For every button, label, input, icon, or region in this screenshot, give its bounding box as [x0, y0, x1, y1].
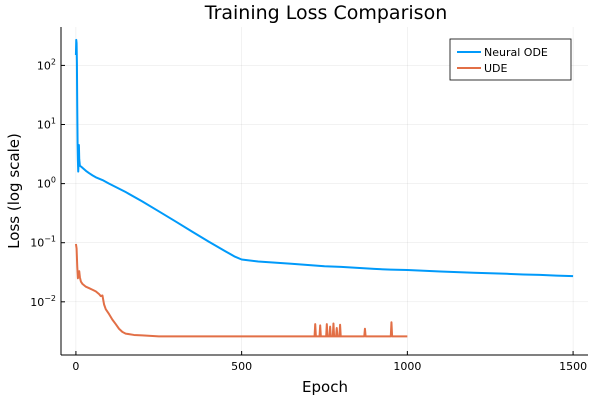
legend-label-neural-ode: Neural ODE — [484, 46, 548, 59]
ticks: 0 500 1000 1500 10−2 10−1 100 101 102 — [30, 57, 587, 373]
legend-label-ude: UDE — [484, 62, 508, 75]
y-axis-label: Loss (log scale) — [5, 133, 23, 249]
y-tick-label: 10−1 — [30, 235, 56, 250]
y-tick-label: 100 — [37, 176, 56, 191]
chart-title: Training Loss Comparison — [204, 2, 447, 24]
y-tick-label: 101 — [37, 117, 56, 132]
x-tick-label: 1500 — [559, 360, 587, 373]
series-line-ude — [74, 243, 408, 338]
x-tick-label: 500 — [231, 360, 252, 373]
axes — [60, 27, 588, 356]
legend: Neural ODE UDE — [449, 38, 572, 81]
y-tick-label: 102 — [37, 57, 56, 72]
x-tick-label: 0 — [72, 360, 79, 373]
x-tick-label: 1000 — [393, 360, 421, 373]
x-axis-label: Epoch — [302, 378, 348, 396]
y-tick-label: 10−2 — [30, 294, 56, 309]
series-line-neural-ode — [74, 38, 574, 278]
legend-box — [449, 38, 572, 81]
series-lines — [74, 38, 574, 338]
